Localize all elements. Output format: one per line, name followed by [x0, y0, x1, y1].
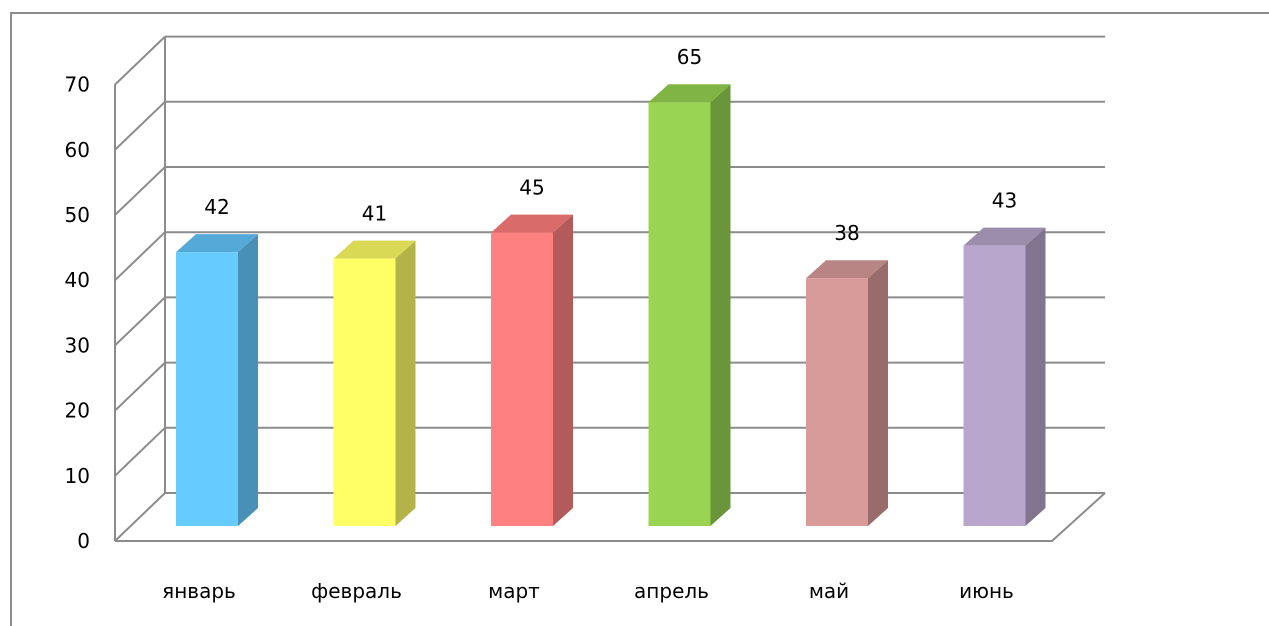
side-wall-gridline: [114, 101, 166, 151]
chart-frame: [10, 12, 1269, 626]
bar-top: [963, 227, 1046, 246]
bar-top: [491, 214, 573, 233]
y-tick-label: 30: [65, 333, 90, 357]
bar-side: [710, 84, 731, 526]
y-tick-label: 20: [65, 399, 90, 423]
bar: [963, 227, 1046, 526]
bar: [333, 240, 416, 526]
bar: [806, 260, 888, 526]
bar-front: [648, 102, 711, 526]
y-tick-label: 40: [65, 268, 90, 292]
side-wall-gridline: [114, 35, 166, 86]
side-wall-gridline: [114, 492, 166, 542]
bar-top: [806, 260, 888, 279]
category-label: апрель: [634, 579, 709, 603]
y-axis-ticks: 0 10 20 30 40 50 60 70: [65, 73, 90, 553]
bar-front: [491, 232, 553, 526]
y-tick-label: 70: [65, 73, 90, 97]
bar-top: [176, 234, 258, 253]
chart-walls: [114, 36, 1106, 542]
data-label: 42: [204, 195, 229, 219]
category-label: март: [488, 579, 540, 603]
side-wall-gridline: [114, 361, 166, 412]
bar-side: [553, 214, 573, 526]
bar-front: [963, 245, 1026, 526]
side-wall-gridline: [114, 166, 166, 216]
data-labels: 42 41 45 65 38 43: [204, 45, 1017, 245]
bar-top: [648, 84, 731, 103]
data-label: 45: [519, 176, 544, 200]
bar: [648, 84, 731, 526]
bar-side: [868, 260, 888, 526]
category-label: июнь: [959, 579, 1014, 603]
y-tick-label: 50: [65, 203, 90, 227]
floor-edge: [115, 492, 1106, 542]
y-tick-label: 10: [65, 464, 90, 488]
bar-side: [1025, 227, 1046, 526]
bar: [491, 214, 573, 526]
bar-front: [176, 252, 238, 526]
y-tick-label: 60: [65, 138, 90, 162]
bar-front: [333, 258, 396, 526]
category-label: май: [809, 579, 849, 603]
bar-top: [333, 240, 416, 259]
bar-front: [806, 278, 868, 526]
data-label: 41: [362, 202, 387, 226]
gridlines: [114, 35, 1105, 542]
category-label: февраль: [311, 579, 402, 603]
side-wall-gridline: [114, 296, 166, 347]
bars: [176, 84, 1046, 526]
bar-side: [238, 234, 258, 526]
bar-side: [395, 240, 416, 526]
data-label: 38: [834, 221, 859, 245]
data-label: 65: [677, 45, 702, 69]
category-label: январь: [162, 579, 236, 603]
category-labels: январь февраль март апрель май июнь: [162, 579, 1014, 603]
y-tick-label: 0: [77, 529, 90, 553]
data-label: 43: [992, 189, 1017, 213]
bar: [176, 234, 258, 526]
side-wall-gridline: [114, 427, 166, 477]
side-wall-gridline: [114, 231, 166, 281]
